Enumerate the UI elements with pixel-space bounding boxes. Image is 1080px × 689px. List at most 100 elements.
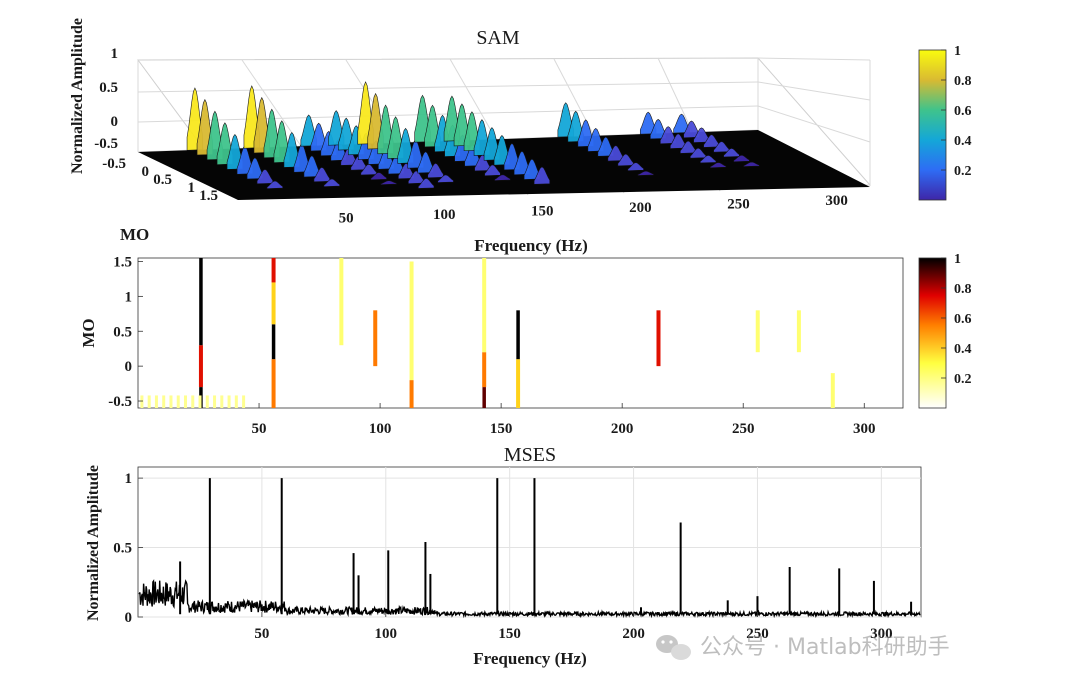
mses-y-label: Normalized Amplitude bbox=[85, 465, 102, 621]
mo-heat-noise-cell bbox=[183, 395, 187, 408]
mo-heat-line bbox=[796, 310, 801, 353]
sam-z-tick: 0.5 bbox=[99, 80, 118, 96]
mo-heat-segment bbox=[482, 387, 486, 408]
sam-x-tick: 150 bbox=[531, 204, 554, 220]
sam-ridge bbox=[357, 81, 454, 183]
mo-heat-noise-cell bbox=[234, 395, 238, 408]
mo-heat-segment bbox=[656, 310, 661, 367]
sam-y-tick: 1 bbox=[188, 180, 196, 196]
sam-cbar-tick: 0.2 bbox=[954, 164, 972, 179]
mo-heat-segment bbox=[482, 258, 487, 353]
sam-ridge bbox=[443, 95, 551, 185]
sam-z-tick: 0 bbox=[111, 114, 119, 130]
mo-cbar-tick: 0.8 bbox=[954, 282, 972, 297]
mo-x-tick: 50 bbox=[252, 421, 267, 437]
mo-y-tick: 0 bbox=[125, 359, 133, 375]
mo-heat-noise-cell bbox=[140, 395, 144, 408]
watermark-text: 公众号 · Matlab科研助手 bbox=[700, 635, 950, 660]
sam-x-tick: 250 bbox=[727, 197, 750, 213]
mo-heat-noise-cell bbox=[147, 395, 151, 408]
mo-heat-line bbox=[271, 258, 276, 408]
sam-x-tick: 300 bbox=[825, 193, 848, 209]
sam-ridge-slice bbox=[637, 170, 654, 176]
mses-y-tick: 0 bbox=[125, 610, 133, 626]
sam-ridge-slice bbox=[723, 148, 740, 158]
mo-heat-segment bbox=[271, 258, 276, 283]
sam-title: SAM bbox=[476, 27, 520, 49]
mo-heat-line bbox=[656, 310, 661, 367]
mses-title: MSES bbox=[504, 444, 556, 466]
sam-ridge-slice bbox=[733, 154, 750, 163]
mo-y-label: MO bbox=[79, 318, 98, 347]
mses-x-tick: 150 bbox=[498, 626, 521, 642]
sam-x-tick: 100 bbox=[433, 207, 456, 223]
mo-heat-segment bbox=[271, 282, 276, 325]
sam-ridge bbox=[557, 102, 654, 176]
mo-heat-noise-cell bbox=[220, 395, 224, 408]
mo-y-tick: -0.5 bbox=[108, 394, 132, 410]
mses-x-tick: 200 bbox=[622, 626, 645, 642]
mo-heat-noise-cell bbox=[205, 395, 209, 408]
sam-ridge bbox=[186, 87, 284, 189]
sam-ridge-slice bbox=[418, 178, 435, 189]
mo-heat-line bbox=[482, 258, 487, 408]
mo-heat-line bbox=[830, 373, 835, 408]
sam-y-tick: 1.5 bbox=[199, 188, 218, 204]
mo-heat-segment bbox=[199, 258, 203, 346]
sam-ridge bbox=[639, 111, 727, 169]
mo-heat-line bbox=[409, 261, 414, 408]
mo-x-tick: 200 bbox=[611, 421, 634, 437]
sam-ridge-slice bbox=[709, 162, 727, 169]
sam-z-tick: 1 bbox=[111, 46, 119, 62]
mo-heat-noise-cell bbox=[213, 395, 217, 408]
sam-y-axis: -0.5 0 0.5 1 1.5 bbox=[102, 156, 218, 204]
mses-x-label: Frequency (Hz) bbox=[473, 649, 586, 668]
mo-heat-lines bbox=[198, 258, 835, 408]
mo-heat-segment bbox=[482, 352, 487, 388]
mo-plot-area bbox=[137, 257, 904, 409]
mo-x-axis: 50 100 150 200 250 300 bbox=[252, 403, 876, 437]
sam-ridge bbox=[673, 113, 760, 167]
mo-heat-noise-cell bbox=[191, 395, 195, 408]
mo-heat-line bbox=[373, 310, 378, 367]
mo-heat-segment bbox=[409, 380, 414, 408]
sam-y-tick: 0 bbox=[142, 164, 150, 180]
mo-heat-noise-cell bbox=[176, 395, 180, 408]
mo-panel: 50 100 150 200 250 300 -0.5 0 0.5 1 1.5 MO 0.2 0.4… bbox=[79, 252, 972, 437]
mo-y-axis: -0.5 0 0.5 1 1.5 bbox=[108, 254, 143, 410]
sam-panel: SAM 1 0.5 0 -0.5 bbox=[69, 18, 972, 255]
sam-x-tick: 50 bbox=[339, 211, 354, 227]
mo-y-tick: 1.5 bbox=[113, 254, 132, 270]
mo-cbar-tick: 0.4 bbox=[954, 342, 972, 357]
mo-heat-line bbox=[516, 310, 521, 408]
mo-heat-segment bbox=[271, 359, 276, 408]
sam-ridge-slice bbox=[266, 180, 284, 189]
mo-heat-segment bbox=[409, 261, 414, 381]
mo-heat-segment bbox=[516, 359, 521, 408]
mo-y-tick: 1 bbox=[125, 289, 133, 305]
mses-y-tick: 0.5 bbox=[113, 541, 132, 557]
sam-cbar-tick: 0.8 bbox=[954, 74, 972, 89]
sam-x-tick: 200 bbox=[629, 200, 652, 216]
sam-ridge-slice bbox=[370, 172, 387, 181]
mo-heat-segment bbox=[516, 310, 520, 360]
sam-z-label: Normalized Amplitude bbox=[69, 18, 86, 174]
sam-ridge-slice bbox=[494, 174, 511, 181]
mo-heat-segment bbox=[339, 258, 344, 346]
mses-x-tick: 100 bbox=[375, 626, 398, 642]
sam-ridge bbox=[328, 110, 435, 189]
mo-heat-segment bbox=[198, 345, 203, 388]
mo-heat-segment bbox=[796, 310, 801, 353]
mo-heat-noise-cell bbox=[227, 395, 231, 408]
sam-ridge-slice bbox=[617, 153, 634, 167]
mses-y-tick: 1 bbox=[125, 471, 133, 487]
mses-x-axis: 50 100 150 200 250 300 bbox=[254, 612, 893, 642]
mo-heat-noise bbox=[140, 395, 246, 408]
watermark: 公众号 · Matlab科研助手 bbox=[656, 635, 950, 660]
sam-ridge-slice bbox=[689, 147, 707, 159]
mo-heat-segment bbox=[271, 324, 276, 360]
mo-x-tick: 150 bbox=[490, 421, 513, 437]
sam-ridge-slice bbox=[484, 164, 501, 177]
sam-ridge-slice bbox=[627, 162, 644, 172]
